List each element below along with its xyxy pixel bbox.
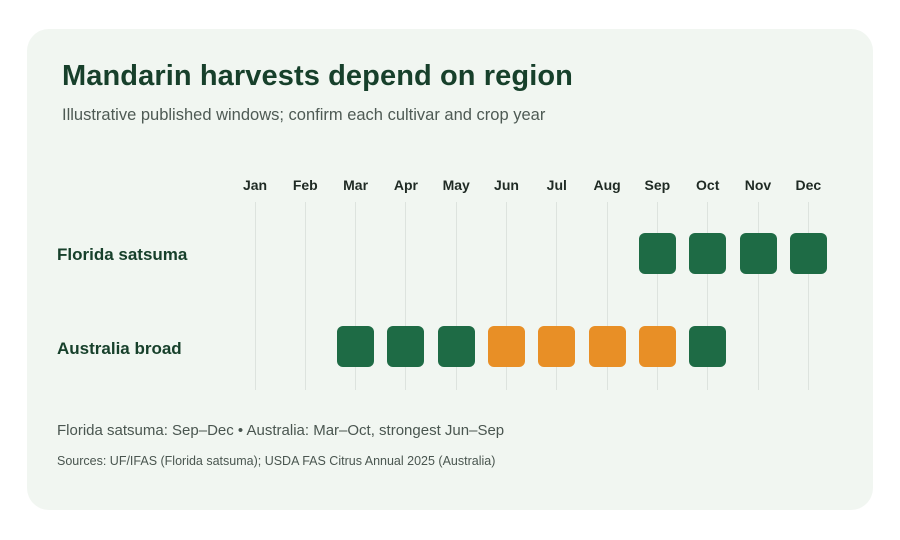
month-label-dec: Dec: [795, 177, 822, 193]
harvest-cell-oct: [689, 233, 727, 274]
gridline-oct: [707, 202, 709, 390]
month-label-mar: Mar: [343, 177, 369, 193]
gridline-apr: [405, 202, 407, 390]
source-note: Sources: UF/IFAS (Florida satsuma); USDA…: [57, 454, 496, 468]
gridline-mar: [355, 202, 357, 390]
gridline-nov: [757, 202, 759, 390]
chart-card: [27, 29, 873, 510]
month-label-aug: Aug: [593, 177, 621, 193]
row-label: Florida satsuma: [57, 245, 188, 264]
harvest-cell-jul: [538, 326, 576, 367]
month-label-may: May: [442, 177, 470, 193]
chart-subtitle: Illustrative published windows; confirm …: [62, 106, 546, 124]
harvest-cell-mar: [337, 326, 375, 367]
harvest-cell-oct: [689, 326, 727, 367]
month-label-oct: Oct: [696, 177, 720, 193]
gridline-feb: [304, 202, 306, 390]
harvest-cell-sep: [638, 233, 676, 274]
gridline-aug: [606, 202, 608, 390]
harvest-cell-jun: [488, 326, 525, 367]
month-label-nov: Nov: [744, 177, 772, 193]
gridline-dec: [807, 202, 809, 390]
gridline-jun: [506, 202, 507, 390]
harvest-cell-aug: [588, 326, 626, 367]
chart-title: Mandarin harvests depend on region: [62, 60, 573, 92]
month-label-jun: Jun: [494, 177, 519, 193]
gridline-may: [455, 202, 457, 390]
harvest-cell-apr: [387, 326, 425, 367]
month-label-jul: Jul: [546, 177, 567, 193]
harvest-cell-sep: [638, 326, 676, 367]
harvest-cell-may: [437, 326, 475, 367]
gridline-jul: [556, 202, 558, 390]
gridline-sep: [656, 202, 658, 390]
month-label-jan: Jan: [242, 177, 268, 193]
summary-note: Florida satsuma: Sep–Dec • Australia: Ma…: [57, 422, 505, 439]
month-label-feb: Feb: [292, 177, 318, 193]
month-label-apr: Apr: [393, 177, 418, 193]
gridline-jan: [254, 202, 256, 390]
harvest-cell-nov: [739, 233, 777, 274]
harvest-cell-dec: [789, 233, 827, 274]
month-label-sep: Sep: [644, 177, 671, 193]
row-label: Australia broad: [57, 339, 182, 358]
